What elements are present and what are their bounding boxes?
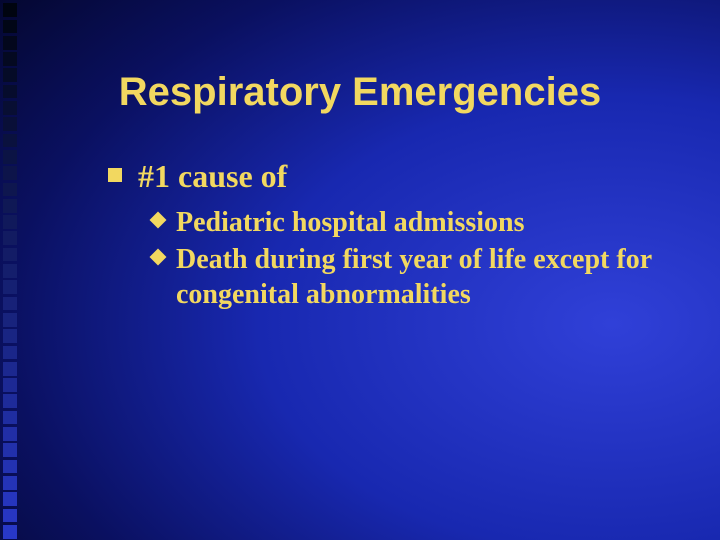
diamond-bullet-icon — [150, 249, 167, 266]
decoration-square-icon — [3, 525, 17, 539]
bullet-level2-group: Pediatric hospital admissions Death duri… — [152, 205, 688, 312]
decoration-square-icon — [3, 313, 17, 327]
decoration-square-icon — [3, 509, 17, 523]
decoration-square-icon — [3, 36, 17, 50]
decoration-square-icon — [3, 52, 17, 66]
decoration-square-icon — [3, 346, 17, 360]
decoration-square-icon — [3, 231, 17, 245]
bullet-level1-text: #1 cause of — [138, 158, 287, 195]
decoration-square-icon — [3, 166, 17, 180]
decoration-square-icon — [3, 394, 17, 408]
decoration-square-icon — [3, 3, 17, 17]
diamond-bullet-icon — [150, 212, 167, 229]
decoration-square-icon — [3, 117, 17, 131]
decoration-square-icon — [3, 183, 17, 197]
decoration-square-icon — [3, 199, 17, 213]
decoration-square-icon — [3, 476, 17, 490]
decoration-square-icon — [3, 329, 17, 343]
decoration-square-icon — [3, 215, 17, 229]
square-bullet-icon — [108, 168, 122, 182]
bullet-level1: #1 cause of — [108, 158, 688, 195]
decoration-square-icon — [3, 134, 17, 148]
bullet-level2: Death during first year of life except f… — [152, 242, 688, 312]
decoration-square-icon — [3, 264, 17, 278]
bullet-level2: Pediatric hospital admissions — [152, 205, 688, 240]
bullet-level2-text: Pediatric hospital admissions — [176, 205, 524, 240]
slide-title: Respiratory Emergencies — [0, 70, 720, 115]
decoration-square-icon — [3, 362, 17, 376]
decoration-square-icon — [3, 427, 17, 441]
decoration-square-icon — [3, 443, 17, 457]
decoration-square-icon — [3, 280, 17, 294]
slide-content: #1 cause of Pediatric hospital admission… — [108, 158, 688, 314]
decoration-square-icon — [3, 297, 17, 311]
decoration-square-icon — [3, 492, 17, 506]
decoration-square-icon — [3, 248, 17, 262]
decoration-square-icon — [3, 378, 17, 392]
bullet-level2-text: Death during first year of life except f… — [176, 242, 676, 312]
decoration-square-icon — [3, 20, 17, 34]
decoration-square-icon — [3, 411, 17, 425]
slide: Respiratory Emergencies #1 cause of Pedi… — [0, 0, 720, 540]
decoration-square-icon — [3, 460, 17, 474]
decoration-square-icon — [3, 150, 17, 164]
